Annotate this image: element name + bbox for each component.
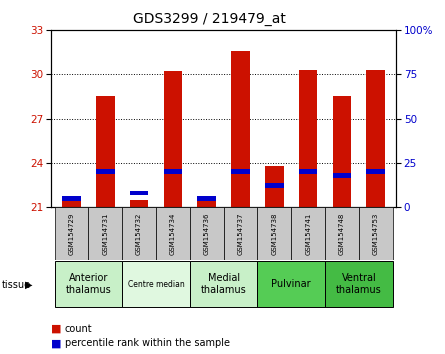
Text: Centre median: Centre median xyxy=(128,280,184,289)
Bar xyxy=(89,207,122,260)
Bar xyxy=(265,183,283,188)
Text: Ventral
thalamus: Ventral thalamus xyxy=(336,273,382,295)
Bar xyxy=(299,169,317,174)
Text: GSM154734: GSM154734 xyxy=(170,212,176,255)
Text: Pulvinar: Pulvinar xyxy=(271,279,311,289)
Bar xyxy=(224,207,257,260)
Text: GDS3299 / 219479_at: GDS3299 / 219479_at xyxy=(133,12,286,27)
Text: ■: ■ xyxy=(51,338,62,348)
Text: percentile rank within the sample: percentile rank within the sample xyxy=(65,338,230,348)
Bar xyxy=(96,169,114,174)
Bar xyxy=(130,190,148,195)
Bar xyxy=(333,173,351,178)
Bar xyxy=(55,207,89,260)
Bar xyxy=(257,261,325,307)
Bar xyxy=(190,207,224,260)
Bar xyxy=(291,207,325,260)
Text: GSM154729: GSM154729 xyxy=(69,212,74,255)
Bar xyxy=(265,166,283,207)
Text: Anterior
thalamus: Anterior thalamus xyxy=(65,273,111,295)
Bar xyxy=(156,207,190,260)
Text: GSM154731: GSM154731 xyxy=(102,212,108,255)
Bar xyxy=(231,51,250,207)
Text: ■: ■ xyxy=(51,324,62,333)
Bar xyxy=(164,169,182,174)
Text: GSM154737: GSM154737 xyxy=(238,212,243,255)
Text: GSM154741: GSM154741 xyxy=(305,212,311,255)
Bar xyxy=(62,201,81,207)
Text: GSM154748: GSM154748 xyxy=(339,212,345,255)
Text: GSM154753: GSM154753 xyxy=(373,212,379,255)
Bar xyxy=(367,70,385,207)
Bar xyxy=(325,207,359,260)
Text: count: count xyxy=(65,324,92,333)
Bar xyxy=(198,201,216,207)
Bar xyxy=(325,261,392,307)
Bar xyxy=(299,70,317,207)
Bar xyxy=(257,207,291,260)
Bar xyxy=(333,96,351,207)
Text: GSM154738: GSM154738 xyxy=(271,212,277,255)
Text: Medial
thalamus: Medial thalamus xyxy=(201,273,247,295)
Text: tissue: tissue xyxy=(2,280,31,290)
Bar xyxy=(130,200,148,207)
Bar xyxy=(62,196,81,201)
Bar xyxy=(190,261,257,307)
Bar xyxy=(55,261,122,307)
Bar xyxy=(367,169,385,174)
Bar xyxy=(359,207,392,260)
Bar xyxy=(122,207,156,260)
Bar xyxy=(198,196,216,201)
Text: GSM154736: GSM154736 xyxy=(204,212,210,255)
Bar xyxy=(231,169,250,174)
Bar xyxy=(122,261,190,307)
Text: GSM154732: GSM154732 xyxy=(136,212,142,255)
Bar xyxy=(96,96,114,207)
Text: ▶: ▶ xyxy=(24,280,32,290)
Bar xyxy=(164,72,182,207)
